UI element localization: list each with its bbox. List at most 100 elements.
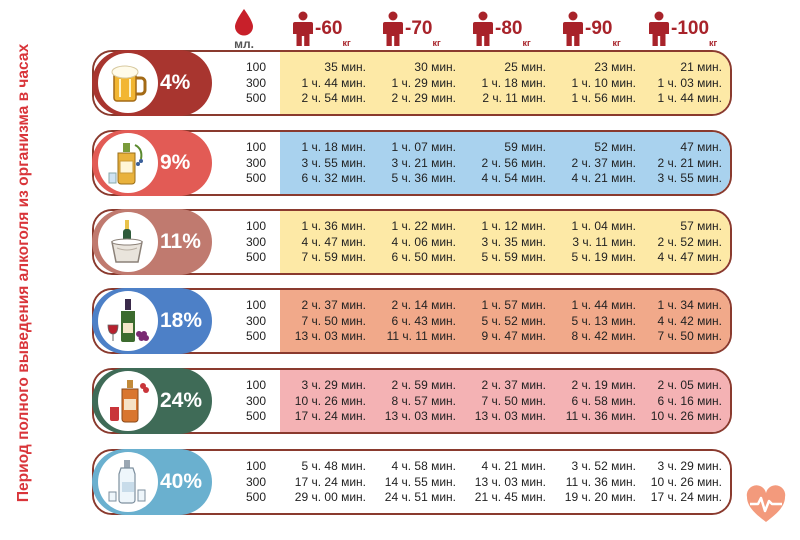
person-icon	[473, 11, 493, 46]
weight-unit: кг	[342, 38, 351, 48]
time-cell: 1 ч. 36 мин. 4 ч. 47 мин. 7 ч. 59 мин.	[266, 219, 366, 266]
time-value: 11 ч. 36 мин.	[565, 474, 636, 489]
time-band	[280, 52, 730, 114]
time-value: 7 ч. 59 мин.	[301, 250, 366, 264]
time-value: 2 ч. 05 мин.	[657, 378, 722, 392]
ml-value: 300	[245, 155, 267, 170]
time-value: 1 ч. 36 мин.	[301, 219, 366, 233]
time-value: 2 ч. 19 мин.	[571, 378, 636, 392]
time-value: 25 мин.	[504, 60, 546, 74]
time-value: 3 ч. 11 мин.	[572, 234, 636, 249]
time-cell: 3 ч. 29 мин. 10 ч. 26 мин. 17 ч. 24 мин.	[266, 378, 366, 425]
weight-value: -60	[315, 18, 343, 39]
time-cell: 2 ч. 05 мин. 6 ч. 16 мин. 10 ч. 26 мин.	[622, 378, 722, 425]
time-value: 4 ч. 54 мин.	[481, 171, 546, 185]
weight-unit: кг	[612, 38, 621, 48]
time-value: 4 ч. 47 мин.	[301, 234, 366, 249]
drink-icon-circle	[98, 133, 158, 193]
time-value: 2 ч. 52 мин.	[657, 234, 722, 249]
time-value: 1 ч. 44 мин.	[301, 75, 366, 90]
ml-value: 100	[245, 140, 267, 154]
time-value: 35 мин.	[324, 60, 366, 74]
time-value: 1 ч. 07 мин.	[391, 140, 456, 154]
time-cell: 30 мин. 1 ч. 29 мин. 2 ч. 29 мин.	[356, 60, 456, 107]
time-value: 24 ч. 51 мин.	[384, 490, 456, 504]
time-value: 4 ч. 21 мин.	[481, 459, 546, 473]
time-value: 6 ч. 32 мин.	[301, 171, 366, 185]
ml-header: мл.	[218, 0, 270, 58]
time-value: 13 ч. 03 мин.	[474, 409, 546, 423]
ml-values: 100 300 500	[236, 60, 276, 107]
weight-value: -100	[671, 18, 710, 39]
drink-icon-circle	[98, 291, 158, 351]
time-value: 1 ч. 44 мин.	[657, 91, 722, 105]
weight-header: -100 кг	[648, 0, 717, 58]
time-value: 5 ч. 13 мин.	[571, 313, 636, 328]
alcohol-badge: 4%	[92, 50, 212, 116]
time-value: 8 ч. 42 мин.	[571, 329, 636, 343]
time-value: 5 ч. 52 мин.	[481, 313, 546, 328]
time-value: 1 ч. 22 мин.	[391, 219, 456, 233]
time-value: 5 ч. 36 мин.	[391, 171, 456, 185]
time-cell: 4 ч. 58 мин. 14 ч. 55 мин. 24 ч. 51 мин.	[356, 459, 456, 506]
alcohol-percent: 11%	[160, 230, 201, 253]
time-cell: 4 ч. 21 мин. 13 ч. 03 мин. 21 ч. 45 мин.	[446, 459, 546, 506]
drink-row	[92, 130, 732, 196]
time-value: 21 ч. 45 мин.	[474, 490, 546, 504]
time-cell: 2 ч. 37 мин. 7 ч. 50 мин. 13 ч. 03 мин.	[266, 298, 366, 345]
weight-value: -70	[405, 18, 433, 39]
time-value: 2 ч. 11 мин.	[482, 91, 546, 105]
time-cell: 3 ч. 52 мин. 11 ч. 36 мин. 19 ч. 20 мин.	[536, 459, 636, 506]
time-value: 17 ч. 24 мин.	[294, 409, 366, 423]
time-band	[280, 451, 730, 513]
time-value: 3 ч. 29 мин.	[301, 378, 366, 392]
ml-value: 100	[245, 378, 267, 392]
drink-icon-circle	[98, 371, 158, 431]
time-cell: 1 ч. 07 мин. 3 ч. 21 мин. 5 ч. 36 мин.	[356, 140, 456, 187]
person-icon	[563, 11, 583, 46]
ml-value: 100	[245, 60, 267, 74]
drink-icon-circle	[98, 53, 158, 113]
time-cell: 21 мин. 1 ч. 03 мин. 1 ч. 44 мин.	[622, 60, 722, 107]
time-value: 29 ч. 00 мин.	[294, 490, 366, 504]
time-value: 5 ч. 59 мин.	[481, 250, 546, 264]
time-value: 23 мин.	[594, 60, 636, 74]
time-value: 7 ч. 50 мин.	[657, 329, 722, 343]
time-value: 6 ч. 16 мин.	[657, 393, 722, 408]
ml-header-label: мл.	[234, 36, 254, 51]
time-value: 3 ч. 35 мин.	[481, 234, 546, 249]
alcohol-percent: 24%	[160, 389, 203, 412]
time-value: 5 ч. 48 мин.	[301, 459, 366, 473]
drink-icon-circle	[98, 212, 158, 272]
time-value: 17 ч. 24 мин.	[294, 474, 366, 489]
person-icon	[649, 11, 669, 46]
time-cell: 2 ч. 37 мин. 7 ч. 50 мин. 13 ч. 03 мин.	[446, 378, 546, 425]
time-cell: 5 ч. 48 мин. 17 ч. 24 мин. 29 ч. 00 мин.	[266, 459, 366, 506]
ml-values: 100 300 500	[236, 219, 276, 266]
time-value: 17 ч. 24 мин.	[650, 490, 722, 504]
time-cell: 1 ч. 34 мин. 4 ч. 42 мин. 7 ч. 50 мин.	[622, 298, 722, 345]
time-value: 10 ч. 26 мин.	[650, 409, 722, 423]
heart-pulse-icon	[746, 485, 786, 522]
time-cell: 2 ч. 59 мин. 8 ч. 57 мин. 13 ч. 03 мин.	[356, 378, 456, 425]
time-value: 6 ч. 58 мин.	[571, 393, 636, 408]
time-value: 1 ч. 57 мин.	[481, 298, 546, 312]
time-value: 10 ч. 26 мин.	[294, 393, 366, 408]
weight-value: -80	[495, 18, 523, 39]
time-cell: 25 мин. 1 ч. 18 мин. 2 ч. 11 мин.	[446, 60, 546, 107]
weight-header: -60 кг	[292, 0, 351, 58]
time-value: 2 ч. 29 мин.	[391, 91, 456, 105]
time-cell: 47 мин. 2 ч. 21 мин. 3 ч. 55 мин.	[622, 140, 722, 187]
time-value: 3 ч. 55 мин.	[301, 155, 366, 170]
time-cell: 2 ч. 19 мин. 6 ч. 58 мин. 11 ч. 36 мин.	[536, 378, 636, 425]
ml-value: 100	[245, 459, 267, 473]
time-cell: 35 мин. 1 ч. 44 мин. 2 ч. 54 мин.	[266, 60, 366, 107]
ml-value: 300	[245, 393, 267, 408]
alcohol-percent: 4%	[160, 71, 191, 94]
time-band	[280, 211, 730, 273]
time-value: 11 ч. 11 мин.	[386, 329, 456, 343]
time-value: 7 ч. 50 мин.	[481, 393, 546, 408]
time-value: 7 ч. 50 мин.	[301, 313, 366, 328]
ml-value: 500	[245, 250, 267, 264]
weight-header: -90 кг	[562, 0, 621, 58]
